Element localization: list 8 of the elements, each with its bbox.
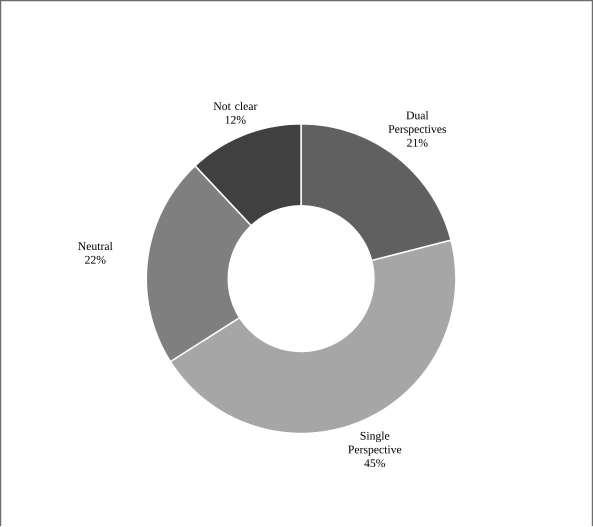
slice-label: Not clear bbox=[214, 102, 258, 110]
data-label: 12% bbox=[226, 116, 246, 124]
data-label: 22% bbox=[85, 256, 106, 264]
slice-label: Dual Perspectives bbox=[388, 111, 446, 136]
slice-label: Neutral bbox=[78, 242, 113, 250]
data-label: 45% bbox=[364, 459, 386, 468]
data-label: 21% bbox=[407, 138, 428, 147]
slice-label: Single Perspective bbox=[348, 432, 402, 456]
